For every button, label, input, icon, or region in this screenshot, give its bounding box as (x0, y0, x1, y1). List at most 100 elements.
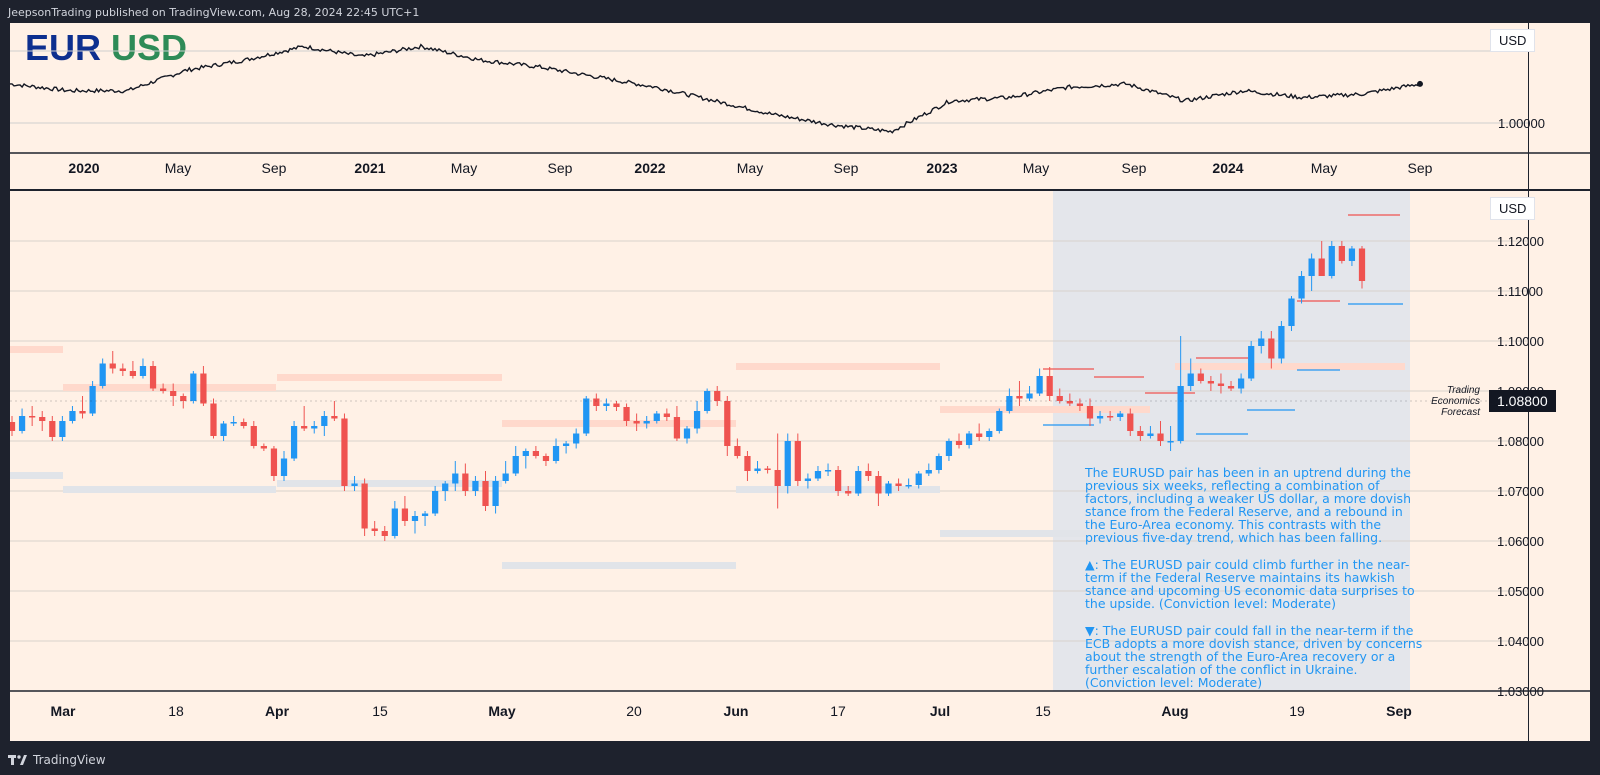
eurusd-price-line (10, 43, 1421, 134)
candle-body (89, 386, 96, 414)
price-zone (940, 406, 1150, 413)
note-paragraph: The EURUSD pair has been in an uptrend d… (1085, 465, 1411, 545)
candle (250, 421, 257, 449)
price-zone (277, 374, 502, 381)
price-zone (736, 363, 940, 370)
candle (472, 476, 479, 496)
candle-body (240, 422, 247, 426)
candle-body (522, 451, 529, 456)
candle (79, 396, 86, 419)
candle-body (1167, 441, 1174, 443)
candle-body (976, 433, 983, 437)
overview-x-tick-label: Sep (834, 160, 859, 176)
candlestick-chart[interactable]: 1.120001.110001.100001.090001.080001.070… (10, 191, 1590, 741)
candle-body (311, 426, 318, 429)
forecast-label-line: Economics (1431, 396, 1480, 407)
candle (421, 511, 429, 526)
candle-body (119, 368, 126, 371)
candle (885, 481, 892, 496)
overview-x-tick-label: May (737, 160, 763, 176)
candle-body (1278, 326, 1285, 359)
candle (49, 416, 56, 441)
candle-body (714, 391, 721, 401)
candle-body (190, 373, 197, 401)
overview-x-tick-label: 2024 (1212, 160, 1243, 176)
candle (1177, 336, 1184, 444)
candle-body (1117, 413, 1124, 417)
candle (1096, 411, 1104, 424)
candle-body (1036, 376, 1043, 394)
candle (986, 428, 993, 441)
candle (976, 423, 983, 441)
candle (542, 453, 550, 466)
candle (824, 463, 832, 476)
candle (10, 416, 16, 436)
candle-body (1237, 378, 1245, 389)
candle (613, 401, 620, 411)
candle (1328, 241, 1335, 279)
candle (764, 466, 771, 474)
candle (89, 381, 96, 416)
candle (381, 526, 388, 541)
candle (925, 463, 932, 476)
candle (573, 428, 580, 449)
candle-body (1046, 376, 1053, 396)
candle (855, 466, 862, 496)
candle (220, 421, 227, 441)
x-tick-label: 18 (168, 703, 184, 719)
y-tick-label: 1.11000 (1497, 284, 1543, 299)
candle-body (170, 391, 177, 396)
candle (865, 463, 872, 481)
candle-body (1107, 416, 1114, 418)
candle (623, 403, 630, 426)
candle-body (955, 441, 963, 445)
candle-body (472, 481, 479, 491)
candle-body (1308, 258, 1315, 276)
candle (39, 411, 46, 431)
candle (1107, 411, 1114, 421)
tradingview-footer[interactable]: TradingView (8, 753, 106, 767)
candle (190, 371, 197, 404)
overview-pane[interactable]: EUR USD 1.00000 2020 May Sep 2021 May Sep 2022 M… (10, 23, 1590, 189)
symbol-title: EUR USD (25, 27, 187, 69)
candle-body (442, 483, 449, 491)
main-chart-pane[interactable]: 1.120001.110001.100001.090001.080001.070… (10, 191, 1590, 741)
candle (139, 358, 147, 379)
candle (512, 446, 519, 476)
x-tick-label: 15 (372, 703, 388, 719)
candle-body (109, 363, 116, 369)
candle-body (613, 403, 620, 407)
candle-body (39, 417, 46, 421)
candle (1258, 331, 1265, 354)
candle (502, 461, 509, 484)
candle (1358, 246, 1366, 289)
price-zone (10, 472, 63, 479)
candle (1147, 426, 1154, 439)
candle (331, 401, 338, 421)
candle-body (230, 422, 237, 424)
candle-body (1197, 373, 1204, 381)
candle-body (693, 411, 701, 429)
tradingview-brand: TradingView (33, 753, 106, 767)
candle (1066, 393, 1073, 406)
candle (260, 443, 267, 451)
candle (734, 438, 741, 459)
candle-body (965, 433, 973, 445)
candle (200, 366, 207, 406)
y-tick-label: 1.04000 (1497, 634, 1544, 649)
candle (270, 446, 278, 481)
candle (1207, 376, 1215, 391)
candle-body (1248, 346, 1255, 379)
candle-body (1147, 433, 1154, 436)
candle (341, 413, 348, 491)
candle (603, 398, 610, 411)
last-price-dot (1417, 80, 1423, 87)
candle-body (371, 528, 378, 531)
overview-line-chart[interactable]: 1.00000 2020 May Sep 2021 May Sep 2022 May Sep 202… (10, 23, 1590, 189)
candle-body (1066, 401, 1073, 404)
candle-body (1086, 406, 1094, 419)
candle (845, 486, 852, 496)
y-tick-label: 1.08000 (1497, 434, 1544, 449)
candle (945, 438, 953, 461)
price-axis-divider (1528, 23, 1529, 189)
